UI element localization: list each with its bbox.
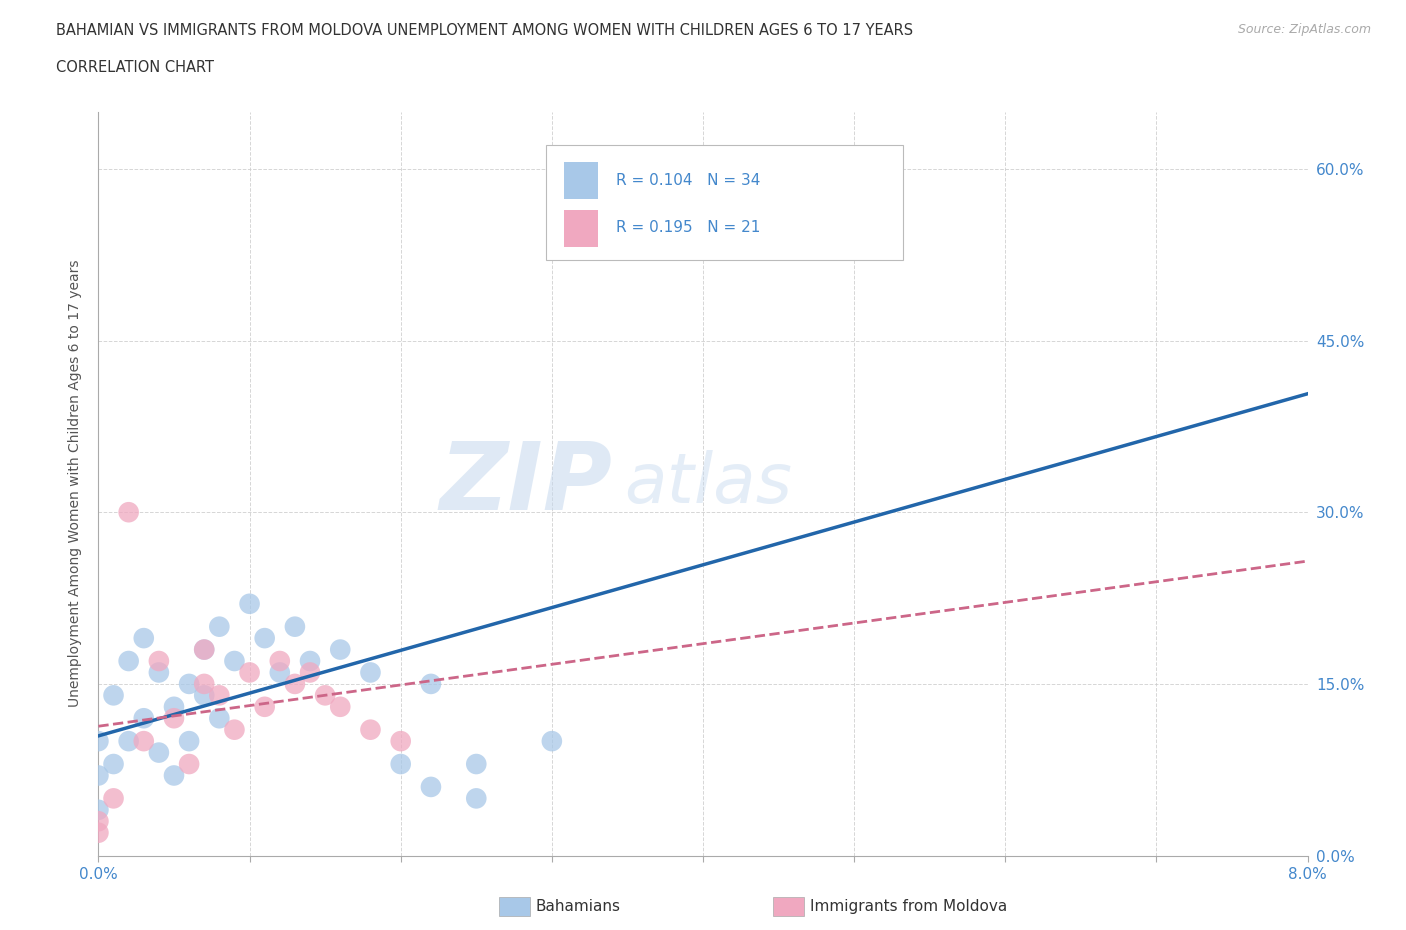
Point [118,505,141,520]
Point [193,688,215,703]
Point [179,757,201,772]
Point [541,734,564,749]
Text: BAHAMIAN VS IMMIGRANTS FROM MOLDOVA UNEMPLOYMENT AMONG WOMEN WITH CHILDREN AGES : BAHAMIAN VS IMMIGRANTS FROM MOLDOVA UNEM… [56,23,914,38]
Text: Source: ZipAtlas.com: Source: ZipAtlas.com [1237,23,1371,36]
Point [163,711,186,725]
Point [179,734,201,749]
Point [269,654,291,669]
Point [208,711,231,725]
Point [389,757,412,772]
Point [193,642,215,657]
Point [132,631,155,645]
Point [103,757,125,772]
Point [420,676,443,691]
Point [118,734,141,749]
Text: Bahamians: Bahamians [536,899,620,914]
Point [193,642,215,657]
Point [253,699,276,714]
Point [148,745,170,760]
Point [87,825,110,840]
FancyBboxPatch shape [564,210,598,247]
Point [87,768,110,783]
Point [103,688,125,703]
Point [465,757,488,772]
Point [193,676,215,691]
Point [103,790,125,805]
Point [389,734,412,749]
Text: atlas: atlas [624,450,793,517]
Point [239,665,262,680]
Point [329,699,352,714]
Point [224,654,246,669]
Point [87,814,110,829]
Point [208,688,231,703]
Point [118,654,141,669]
Point [224,723,246,737]
Point [284,676,307,691]
Point [163,768,186,783]
Text: R = 0.195   N = 21: R = 0.195 N = 21 [616,220,761,235]
Point [148,665,170,680]
Text: Immigrants from Moldova: Immigrants from Moldova [810,899,1007,914]
Point [132,734,155,749]
Point [253,631,276,645]
Point [269,665,291,680]
Point [284,619,307,634]
Point [163,699,186,714]
Y-axis label: Unemployment Among Women with Children Ages 6 to 17 years: Unemployment Among Women with Children A… [69,259,83,708]
FancyBboxPatch shape [564,162,598,199]
FancyBboxPatch shape [546,145,903,260]
Point [329,642,352,657]
Point [208,619,231,634]
Text: R = 0.104   N = 34: R = 0.104 N = 34 [616,173,761,188]
Point [132,711,155,725]
Point [239,596,262,611]
Point [299,654,322,669]
Point [360,723,382,737]
Point [420,779,443,794]
Point [179,676,201,691]
Point [662,195,685,210]
Text: ZIP: ZIP [440,438,613,529]
Point [87,803,110,817]
Point [299,665,322,680]
Point [87,734,110,749]
Point [465,790,488,805]
Point [360,665,382,680]
Point [148,654,170,669]
Text: CORRELATION CHART: CORRELATION CHART [56,60,214,75]
Point [314,688,336,703]
